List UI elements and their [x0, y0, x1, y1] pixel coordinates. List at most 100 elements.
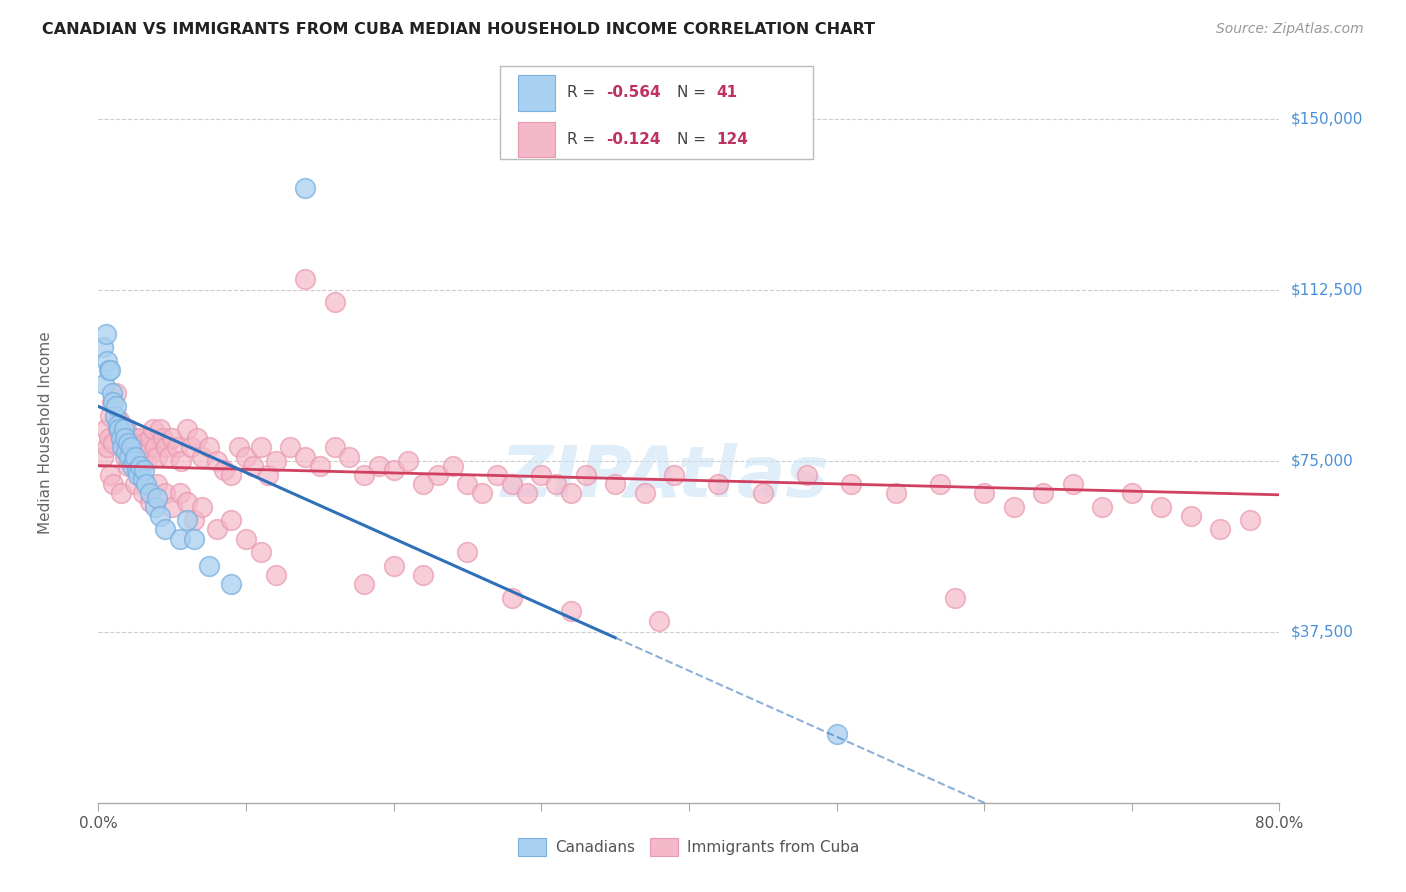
Point — [125, 450, 148, 464]
Point — [796, 467, 818, 482]
Point — [368, 458, 391, 473]
Point — [114, 450, 136, 464]
Point — [162, 431, 183, 445]
Point — [115, 422, 138, 436]
Point — [162, 500, 183, 514]
Point — [110, 431, 132, 445]
Point — [121, 458, 143, 473]
Point — [146, 450, 169, 464]
Point — [575, 467, 598, 482]
Point — [398, 454, 420, 468]
Point — [235, 532, 257, 546]
Point — [153, 486, 176, 500]
Point — [212, 463, 235, 477]
Point — [294, 180, 316, 194]
Point — [110, 431, 132, 445]
Point — [117, 435, 139, 450]
Point — [176, 495, 198, 509]
Point — [110, 486, 132, 500]
Point — [132, 486, 155, 500]
Point — [546, 476, 568, 491]
Point — [1121, 486, 1143, 500]
Point — [471, 486, 494, 500]
Point — [157, 450, 180, 464]
Point — [120, 454, 142, 468]
Point — [98, 409, 121, 423]
Point — [135, 445, 157, 459]
Point — [1209, 523, 1232, 537]
Bar — [517, 75, 555, 111]
Point — [169, 486, 191, 500]
Point — [353, 467, 375, 482]
Legend: Canadians, Immigrants from Cuba: Canadians, Immigrants from Cuba — [512, 832, 866, 862]
Text: CANADIAN VS IMMIGRANTS FROM CUBA MEDIAN HOUSEHOLD INCOME CORRELATION CHART: CANADIAN VS IMMIGRANTS FROM CUBA MEDIAN … — [42, 22, 875, 37]
Point — [180, 441, 202, 455]
Point — [1062, 476, 1084, 491]
Point — [134, 435, 156, 450]
Point — [353, 577, 375, 591]
Point — [135, 476, 157, 491]
Point — [176, 513, 198, 527]
Point — [183, 513, 205, 527]
Point — [825, 727, 848, 741]
Point — [412, 568, 434, 582]
Text: $37,500: $37,500 — [1291, 624, 1354, 640]
Point — [124, 476, 146, 491]
Point — [120, 441, 142, 455]
Point — [97, 363, 120, 377]
Point — [242, 458, 264, 473]
Point — [441, 458, 464, 473]
Point — [170, 454, 193, 468]
Point — [108, 422, 131, 436]
Point — [155, 441, 177, 455]
Point — [382, 463, 405, 477]
Point — [111, 417, 134, 432]
Point — [100, 385, 122, 400]
Point — [139, 431, 162, 445]
Point — [136, 454, 159, 468]
Point — [104, 409, 127, 423]
Point — [501, 591, 523, 605]
Point — [634, 486, 657, 500]
Point — [118, 450, 141, 464]
Point — [707, 476, 730, 491]
Point — [648, 614, 671, 628]
Point — [294, 272, 316, 286]
Point — [138, 441, 160, 455]
Point — [457, 545, 479, 559]
Point — [382, 558, 405, 573]
Point — [166, 441, 188, 455]
Point — [142, 422, 165, 436]
Point — [841, 476, 863, 491]
Point — [132, 450, 155, 464]
Point — [94, 422, 117, 436]
Point — [457, 476, 479, 491]
Point — [191, 450, 214, 464]
Point — [146, 476, 169, 491]
Point — [250, 545, 273, 559]
Point — [1239, 513, 1261, 527]
Point — [108, 413, 131, 427]
Point — [98, 467, 121, 482]
Point — [143, 500, 166, 514]
Point — [134, 463, 156, 477]
Point — [129, 454, 152, 468]
Point — [1002, 500, 1025, 514]
Point — [112, 441, 135, 455]
Point — [112, 422, 135, 436]
Point — [1180, 508, 1202, 523]
Point — [124, 450, 146, 464]
Point — [176, 422, 198, 436]
Point — [146, 491, 169, 505]
Point — [122, 454, 145, 468]
Point — [103, 395, 125, 409]
Point — [149, 422, 172, 436]
Point — [264, 568, 287, 582]
Point — [884, 486, 907, 500]
Point — [143, 441, 166, 455]
Point — [205, 523, 228, 537]
Point — [221, 513, 243, 527]
Point — [125, 463, 148, 477]
Bar — [517, 122, 555, 157]
Point — [198, 441, 221, 455]
